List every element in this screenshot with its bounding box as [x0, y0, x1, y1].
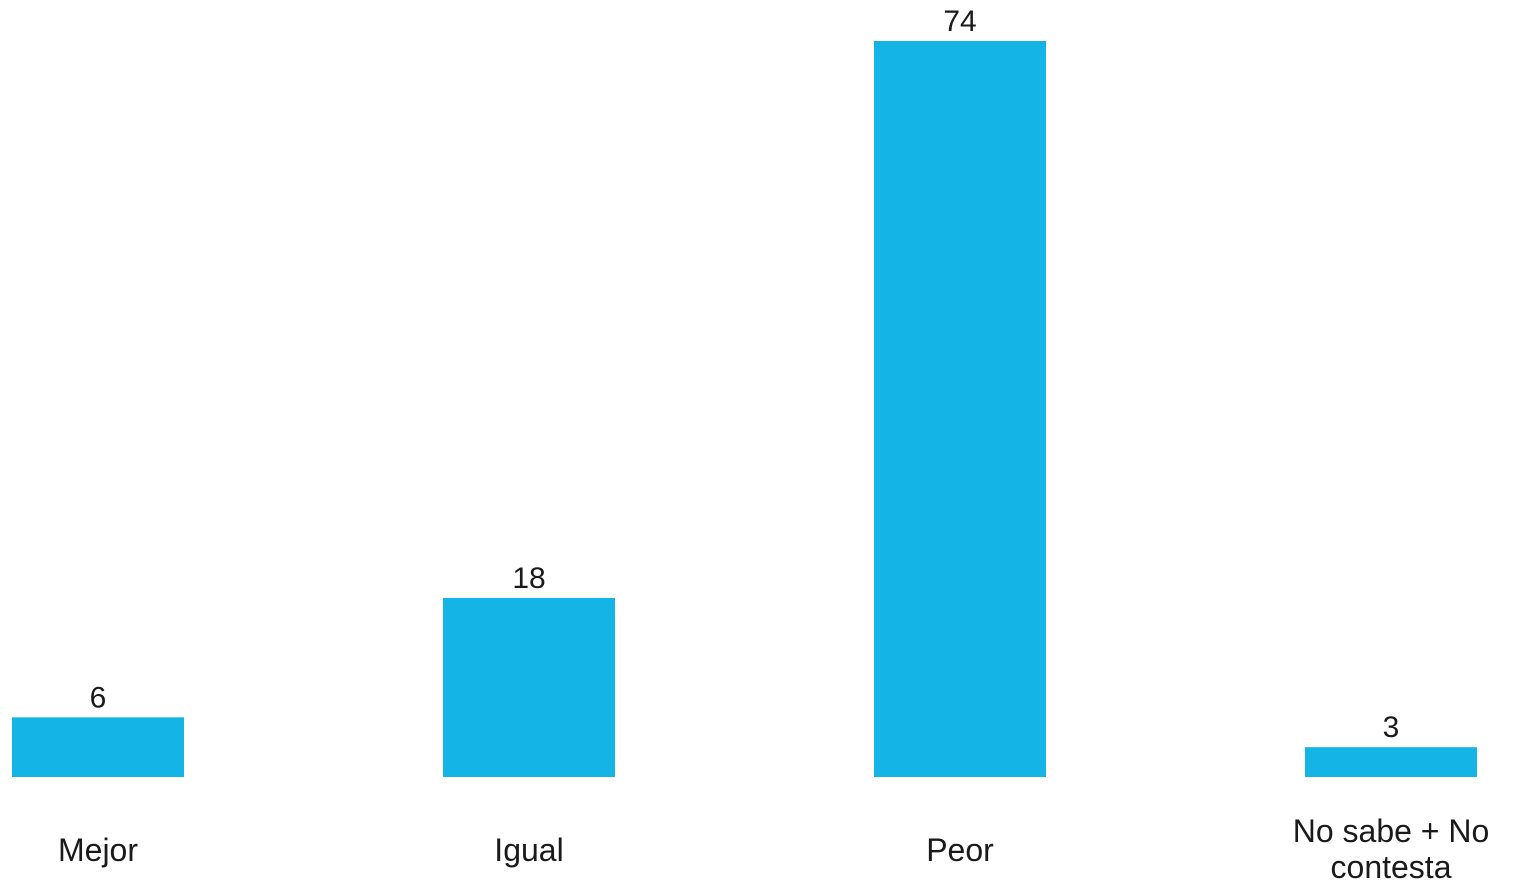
- bar-3: [874, 41, 1046, 777]
- category-label-line: Mejor: [58, 832, 138, 868]
- bar-4: [1305, 747, 1477, 777]
- category-label-line: Igual: [494, 832, 563, 868]
- category-label-line: No sabe + No: [1293, 813, 1490, 849]
- category-label-line: contesta: [1331, 849, 1452, 883]
- category-label-1: Mejor: [58, 832, 138, 868]
- data-label-2: 18: [512, 562, 545, 595]
- category-label-3: Peor: [926, 832, 994, 868]
- data-label-3: 74: [943, 5, 976, 38]
- category-label-line: Peor: [926, 832, 994, 868]
- data-label-4: 3: [1383, 711, 1400, 744]
- category-label-4: No sabe + No contesta: [1293, 813, 1490, 883]
- bar-2: [443, 597, 615, 777]
- category-label-2: Igual: [494, 832, 563, 868]
- bar-1: [12, 717, 184, 777]
- data-label-1: 6: [90, 681, 107, 714]
